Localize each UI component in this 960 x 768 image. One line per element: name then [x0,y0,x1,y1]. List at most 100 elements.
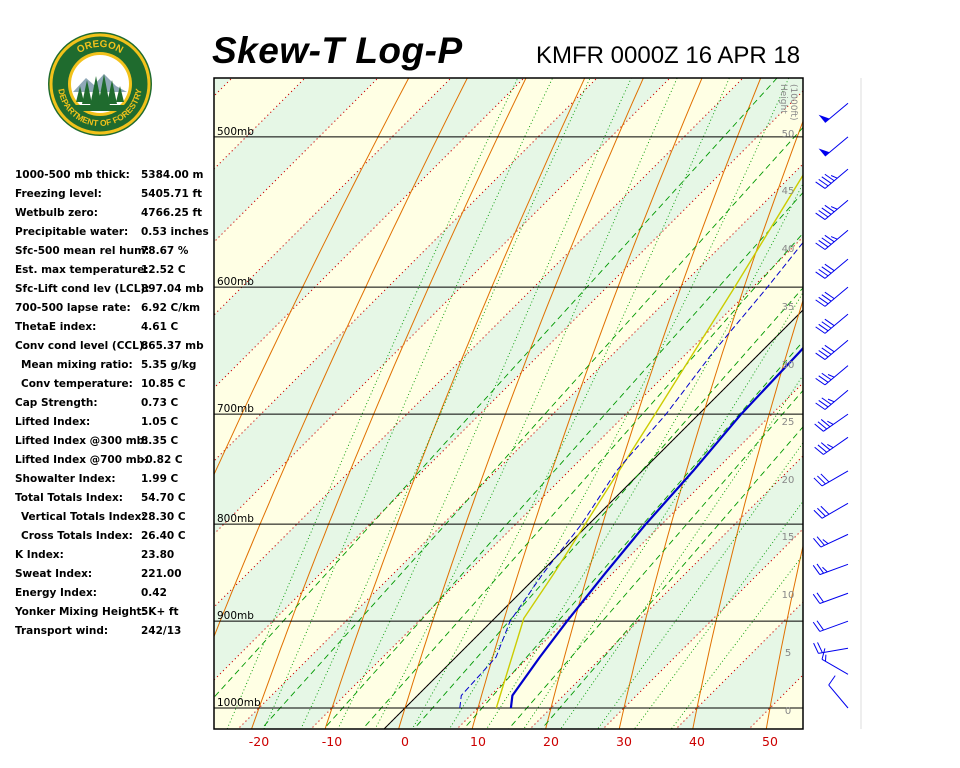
index-value: 4.61 C [141,321,179,333]
plot-area [214,0,960,748]
wind-barb-tick [818,178,829,187]
dry-adiabat-line [911,0,960,748]
wind-barb-staff [819,563,849,576]
index-value: 4766.25 ft [141,207,203,219]
wind-barb-tick [812,593,821,604]
wind-barb [813,533,849,548]
wind-barb-tick [814,446,824,455]
wind-barb-tick [821,321,832,329]
index-label: Energy Index: [15,587,97,599]
index-value: 54.70 C [141,492,186,504]
svg-text:OREGON: OREGON [75,39,125,56]
wind-barb-tick [817,421,828,430]
wind-barb-tick [818,350,829,358]
wind-barb-tick [818,400,829,408]
height-tick-label: 5 [785,648,791,659]
height-title-line-1: Height [778,84,788,114]
wind-barb-tick [824,318,835,327]
height-tick-label: 40 [782,244,795,255]
isobar-label: 1000mb [217,697,261,709]
wind-barb [821,648,849,675]
wind-barb-tick [821,207,832,215]
wind-barb-tick [820,505,830,515]
index-value: 0.53 inches [141,226,209,238]
wind-barb-tick [827,420,834,425]
isotherm-line [803,0,960,748]
wind-barb-tick [821,237,832,245]
wind-barb-tick [830,175,838,179]
index-value: 5405.71 ft [141,188,203,200]
wind-barb-staff [824,389,849,410]
dry-adiabat-line [250,78,527,729]
wind-barb-tick [818,240,829,248]
index-label: Precipitable water: [15,226,129,238]
wind-barb-flag [818,148,830,157]
wind-barb-staff [823,436,849,455]
wind-barb-staff [821,470,849,487]
index-value: 23.80 [141,549,175,561]
x-tick-label: 20 [543,734,559,749]
wind-barb-staff [821,502,849,519]
wind-barb-tick [815,326,826,334]
wind-barb-tick [814,423,824,432]
index-label: Est. max temperature: [15,264,149,276]
wind-barb-tick [821,397,832,405]
wind-barb-tick [815,271,826,279]
wind-barb-tick [817,507,826,517]
x-tick-label: 30 [616,734,632,749]
index-value: 897.04 mb [141,283,204,295]
index-value: 10.85 C [141,378,186,390]
index-value: 221.00 [141,568,182,580]
index-value: 0.73 C [141,397,179,409]
wind-barb [813,470,849,487]
wind-barb-tick [824,204,835,213]
wind-barb-staff [820,533,849,548]
wind-barb-tick [813,509,823,519]
x-tick-label: 10 [470,734,486,749]
wind-barb-staff [824,365,849,386]
wind-barb-tick [827,374,835,378]
index-label: Transport wind: [15,625,109,637]
wind-barb-staff [818,647,849,654]
wind-barb [815,313,849,334]
wind-barb-tick [815,212,826,220]
wind-barb [815,168,849,189]
wind-barb-staff [824,339,849,360]
x-tick-label: -10 [322,734,342,749]
wind-barb-tick [821,347,832,355]
index-value: 1.05 C [141,416,179,428]
height-scale-title: Height(1000ft) [778,84,798,120]
wind-barb [812,563,849,576]
wind-barb-tick [828,675,836,686]
wind-barb-staff [823,413,849,432]
wind-barb-flag [818,114,830,123]
plot-frame [213,77,804,730]
dry-adiabat-line [471,78,703,729]
moist-adiabat-line [523,291,803,729]
height-title-line-2: (1000ft) [788,84,798,120]
moist-adiabat-line [263,78,554,729]
wind-barb-tick [817,444,828,453]
wind-barb-tick [824,344,835,353]
wind-barb-staff [819,620,849,632]
wind-barb [818,136,849,157]
temperature-trace [509,346,803,709]
index-label: Vertical Totals Index: [21,511,146,523]
index-label: Yonker Mixing Height: [15,606,146,618]
wind-barb-tick [815,299,826,307]
x-tick-label: 50 [762,734,778,749]
wind-barb [818,102,849,123]
wind-barb [815,365,849,386]
wind-barb-tick [821,294,832,302]
zero-isotherm-line [383,309,803,729]
wind-barb-tick [820,442,831,451]
isotherm-band [214,91,803,729]
wind-barb [815,389,849,410]
dewpoint-trace [459,241,803,709]
dry-adiabat-line [398,78,644,729]
height-tick-label: 45 [782,186,795,197]
index-label: Conv cond level (CCL): [15,340,148,352]
wind-barb-tick [824,234,835,243]
wind-barb-tick [818,296,829,305]
index-label: Lifted Index @300 mb: [15,435,149,447]
